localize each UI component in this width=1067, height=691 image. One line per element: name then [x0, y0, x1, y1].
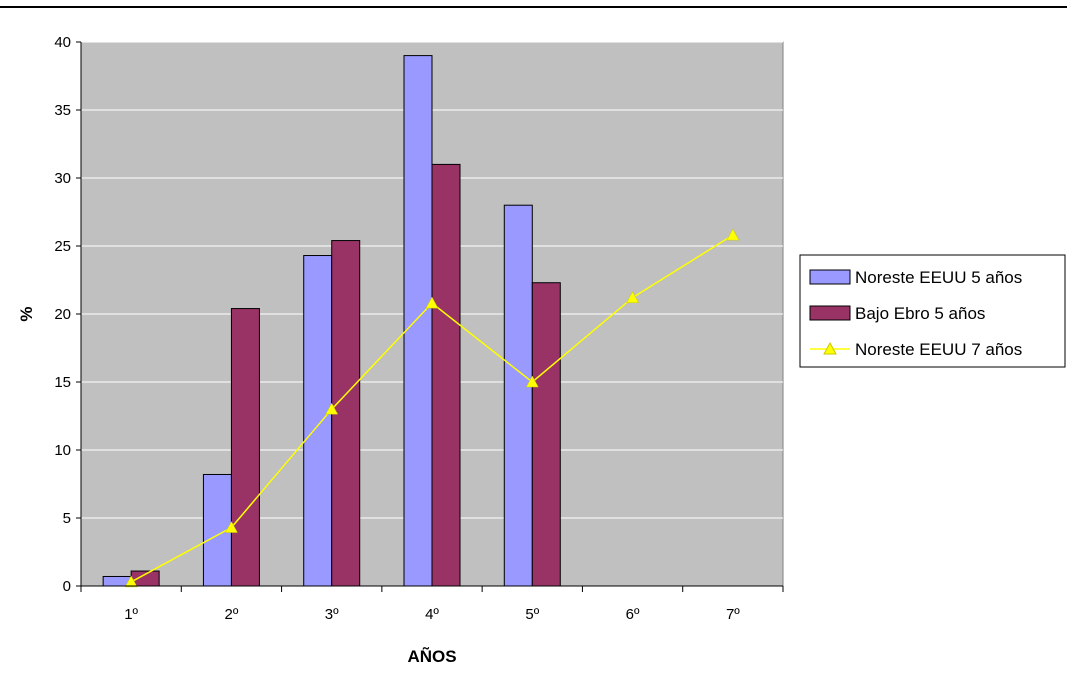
legend-swatch-bajo-ebro-5 — [809, 305, 851, 321]
data-point — [325, 402, 339, 415]
y-tick-label: 40 — [54, 34, 71, 51]
data-point — [225, 520, 238, 533]
bar — [431, 163, 461, 587]
data-point — [425, 296, 439, 309]
line-series — [124, 228, 740, 588]
x-tick-label: 7º — [726, 606, 740, 623]
legend-label-noreste-5: Noreste EEUU 5 años — [855, 268, 1022, 287]
legend-label-noreste-7: Noreste EEUU 7 años — [855, 340, 1022, 359]
legend-label-bajo-ebro-5: Bajo Ebro 5 años — [855, 304, 985, 323]
bar — [503, 204, 533, 587]
y-tick-label: 10 — [54, 442, 71, 459]
y-tick-label: 0 — [63, 578, 71, 595]
bar — [531, 282, 561, 587]
axes: 0 5 10 15 20 25 30 35 40 1º 2º 3º 4º 5º 6º 7º — [54, 34, 784, 623]
x-tick-label: 4º — [425, 606, 439, 623]
y-tick-label: 30 — [54, 170, 71, 187]
x-tick-label: 2º — [225, 606, 239, 623]
top-rule — [0, 6, 1067, 8]
bar — [230, 308, 260, 587]
x-tick-label: 6º — [626, 606, 640, 623]
y-tick-label: 5 — [63, 510, 71, 527]
y-tick-label: 25 — [54, 238, 71, 255]
y-tick-label: 15 — [54, 374, 71, 391]
x-axis-title: AÑOS — [407, 646, 456, 666]
y-tick-label: 35 — [54, 102, 71, 119]
data-point — [726, 228, 740, 241]
data-point — [626, 291, 639, 303]
data-point — [124, 575, 138, 588]
x-tick-label: 1º — [124, 606, 138, 623]
bar — [303, 255, 333, 587]
data-point — [525, 375, 539, 388]
x-tick-label: 3º — [325, 606, 339, 623]
legend: Noreste EEUU 5 años Bajo Ebro 5 años Nor… — [799, 254, 1066, 368]
y-tick-label: 20 — [54, 306, 71, 323]
y-axis-title: % — [17, 306, 36, 321]
bar — [403, 55, 433, 587]
x-tick-label: 5º — [525, 606, 539, 623]
legend-swatch-noreste-7-marker — [823, 341, 837, 355]
legend-swatch-noreste-5 — [809, 269, 851, 285]
